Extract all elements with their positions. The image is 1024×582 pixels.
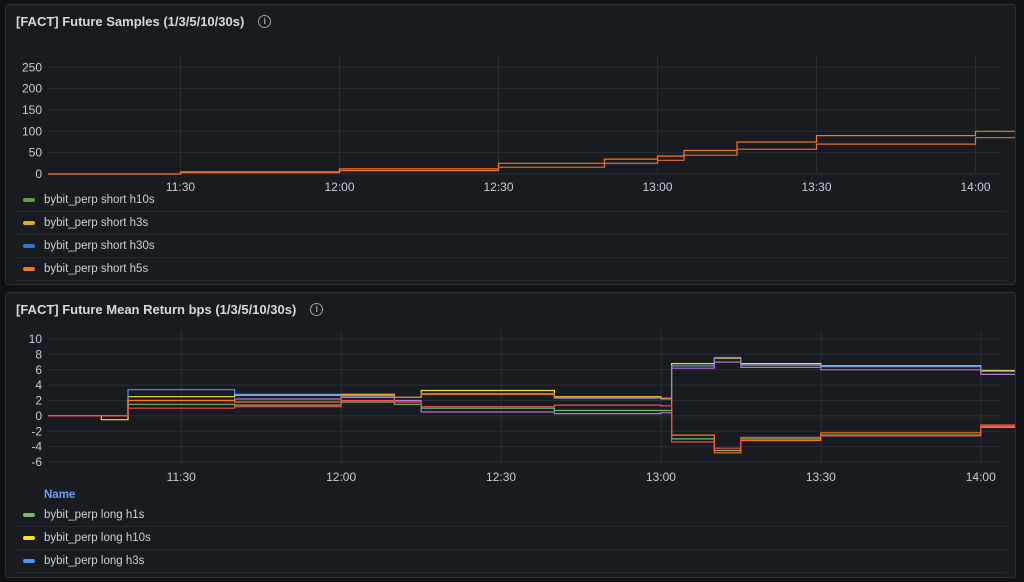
x-tick-label: 11:30: [167, 470, 196, 484]
panel-title[interactable]: [FACT] Future Mean Return bps (1/3/5/10/…: [16, 301, 297, 317]
x-tick-label: 12:30: [483, 180, 513, 194]
y-tick-label: 250: [22, 60, 42, 74]
y-tick-label: 100: [22, 124, 42, 138]
legend-item[interactable]: bybit_perp short h3s: [16, 212, 1007, 235]
future-samples-panel: [FACT] Future Samples (1/3/5/10/30s) i 0…: [5, 4, 1016, 285]
info-icon[interactable]: i: [310, 302, 324, 316]
series-line: [48, 356, 1015, 417]
legend: bybit_perp short h10s bybit_perp short h…: [16, 189, 1007, 281]
x-tick-label: 11:30: [166, 180, 195, 194]
y-tick-label: 50: [29, 146, 43, 160]
y-tick-label: 2: [35, 394, 42, 408]
series-color-swatch: [23, 513, 35, 517]
x-tick-label: 12:00: [326, 470, 356, 484]
legend-item-label: bybit_perp short h3s: [44, 217, 149, 229]
panel-header[interactable]: [FACT] Future Mean Return bps (1/3/5/10/…: [16, 297, 324, 321]
y-tick-label: -6: [31, 455, 42, 469]
series-line: [48, 401, 1015, 452]
legend-item[interactable]: bybit_perp long h3s: [16, 550, 1007, 573]
legend-item[interactable]: bybit_perp short h10s: [16, 189, 1007, 212]
series-line: [48, 130, 1015, 175]
x-tick-label: 13:00: [642, 180, 672, 194]
series-line: [48, 393, 1015, 454]
x-tick-label: 12:30: [486, 470, 516, 484]
x-tick-label: 12:00: [324, 180, 354, 194]
x-tick-label: 13:30: [806, 470, 836, 484]
legend-item-label: bybit_perp long h1s: [44, 509, 145, 521]
legend-item[interactable]: bybit_perp long h10s: [16, 527, 1007, 550]
legend-item-label: bybit_perp short h10s: [44, 194, 155, 206]
y-tick-label: 0: [35, 167, 42, 181]
x-tick-label: 13:30: [801, 180, 831, 194]
legend-item[interactable]: bybit_perp short h5s: [16, 258, 1007, 281]
series-line: [48, 137, 1015, 175]
series-color-swatch: [23, 559, 35, 563]
y-tick-label: 8: [35, 347, 42, 361]
future-mean-return-chart[interactable]: 108 64 20-2 -4-6 11:30 12:00 12:30 13:00 13:30 14…: [6, 293, 1016, 488]
future-samples-chart[interactable]: 0 50 100 150 200 250 11:30 12:00 12:30 13:00 13:30…: [6, 5, 1016, 205]
x-tick-label: 14:00: [966, 470, 996, 484]
x-tick-label: 13:00: [646, 470, 676, 484]
legend-item-label: bybit_perp short h30s: [44, 240, 155, 252]
y-tick-label: 6: [35, 363, 42, 377]
future-mean-return-panel: [FACT] Future Mean Return bps (1/3/5/10/…: [5, 292, 1016, 578]
series-color-swatch: [23, 244, 35, 248]
legend-item-label: bybit_perp long h3s: [44, 555, 145, 567]
legend-item-label: bybit_perp long h10s: [44, 532, 151, 544]
x-tick-label: 14:00: [960, 180, 990, 194]
y-tick-label: 4: [35, 378, 42, 392]
panel-title[interactable]: [FACT] Future Samples (1/3/5/10/30s): [16, 13, 245, 29]
panel-header[interactable]: [FACT] Future Samples (1/3/5/10/30s) i: [16, 9, 272, 33]
series-color-swatch: [23, 267, 35, 271]
series-color-swatch: [23, 198, 35, 202]
y-tick-label: -2: [31, 424, 42, 438]
y-tick-label: -4: [31, 440, 42, 454]
series-color-swatch: [23, 221, 35, 225]
y-tick-label: 200: [22, 82, 42, 96]
y-tick-label: 150: [22, 103, 42, 117]
series-line: [48, 399, 1015, 449]
info-icon[interactable]: i: [258, 14, 272, 28]
legend-item[interactable]: bybit_perp long h1s: [16, 504, 1007, 527]
y-tick-label: 10: [29, 332, 43, 346]
y-tick-label: 0: [35, 409, 42, 423]
series-color-swatch: [23, 536, 35, 540]
legend-item-label: bybit_perp short h5s: [44, 263, 149, 275]
legend: Name bybit_perp long h1s bybit_perp long…: [16, 486, 1007, 573]
series-line: [48, 357, 1015, 421]
legend-item[interactable]: bybit_perp short h30s: [16, 235, 1007, 258]
legend-name-header[interactable]: Name: [44, 489, 76, 501]
